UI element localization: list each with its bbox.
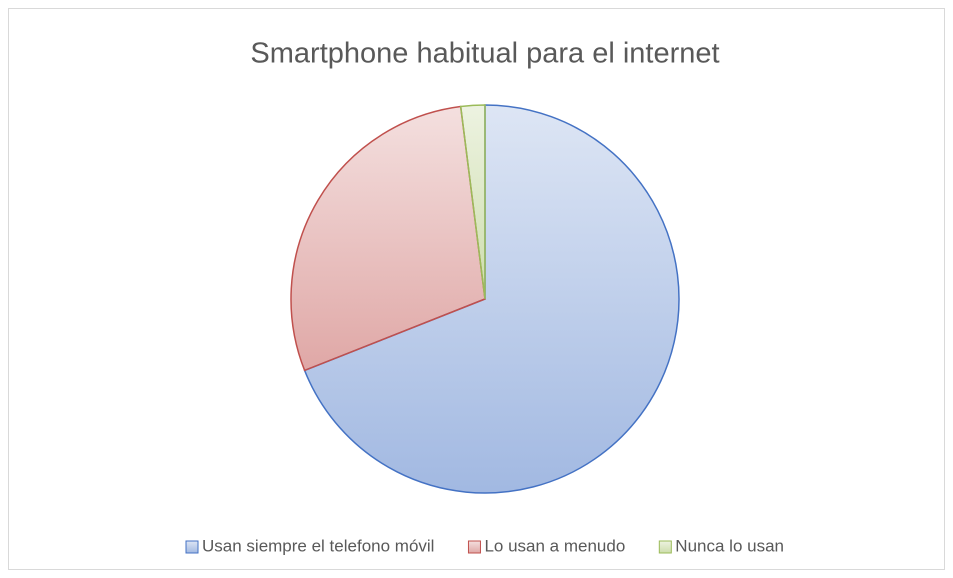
pie-slice xyxy=(303,104,680,494)
legend-label: Lo usan a menudo xyxy=(484,536,625,555)
legend-item: Usan siempre el telefono móvil xyxy=(185,536,434,555)
legend-item: Nunca lo usan xyxy=(658,536,784,555)
pie-slice xyxy=(290,105,486,372)
legend-label: Nunca lo usan xyxy=(675,536,784,555)
legend-swatch xyxy=(658,540,672,554)
pie-slice xyxy=(459,104,486,300)
legend-label: Usan siempre el telefono móvil xyxy=(202,536,434,555)
legend-item: Lo usan a menudo xyxy=(467,536,625,555)
chart-title: Smartphone habitual para el internet xyxy=(250,38,719,70)
legend-swatch xyxy=(467,540,481,554)
legend-swatch xyxy=(185,540,199,554)
